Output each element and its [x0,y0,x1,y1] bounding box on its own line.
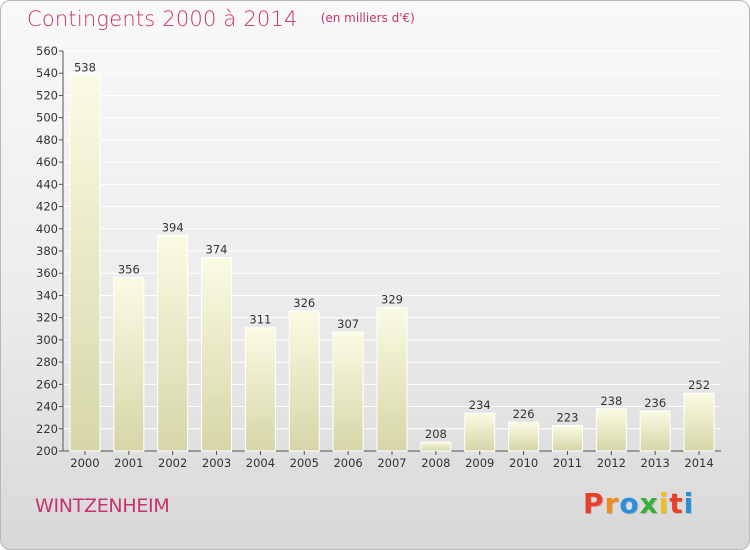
bar-2000 [69,74,101,452]
bar-2003 [201,257,233,452]
bar-2007 [376,307,408,452]
y-tick-label: 300 [36,333,58,347]
data-label-2006: 307 [337,317,359,331]
y-tick-label: 420 [36,200,58,214]
bar-2004 [244,327,276,452]
bar-2014 [683,392,715,452]
data-label-2008: 208 [425,427,447,441]
data-label-2005: 326 [293,296,315,310]
y-tick-label: 360 [36,266,58,280]
x-tick-label-2011: 2011 [553,456,582,470]
logo-letter: t [669,487,684,520]
x-tick-label-2003: 2003 [202,456,231,470]
y-tick-label: 440 [36,177,58,191]
data-label-2002: 394 [162,220,184,234]
x-tick-label-2004: 2004 [246,456,275,470]
x-tick-label-2005: 2005 [290,456,319,470]
data-label-2007: 329 [381,293,403,307]
bar-2011 [551,424,583,452]
x-tick-label-2013: 2013 [641,456,670,470]
x-tick-label-2014: 2014 [684,456,713,470]
data-label-2000: 538 [74,60,96,74]
y-tick-label: 560 [36,44,58,58]
x-tick-label-2001: 2001 [114,456,143,470]
y-tick-label: 220 [36,422,58,436]
commune-name: WINTZENHEIM [35,495,170,517]
data-label-2013: 236 [644,396,666,410]
bar-2001 [113,277,145,452]
x-tick-label-2002: 2002 [158,456,187,470]
bar-2013 [639,410,671,452]
x-tick-label-2010: 2010 [509,456,538,470]
bar-2012 [595,408,627,452]
data-label-2010: 226 [513,407,535,421]
data-label-2001: 356 [118,263,140,277]
x-tick-label-2006: 2006 [333,456,362,470]
y-tick-label: 200 [36,444,58,458]
y-tick-label: 380 [36,244,58,258]
data-label-2014: 252 [688,378,710,392]
logo-letter: x [639,487,659,520]
x-tick-label-2009: 2009 [465,456,494,470]
y-tick-label: 460 [36,155,58,169]
y-tick-label: 540 [36,66,58,80]
logo-letter: r [604,487,620,520]
bar-2009 [464,412,496,452]
x-tick-label-2008: 2008 [421,456,450,470]
bar-2006 [332,331,364,452]
logo-letter: P [583,487,605,520]
data-label-2003: 374 [206,243,228,257]
y-tick-label: 340 [36,288,58,302]
y-tick-label: 500 [36,111,58,125]
bar-2005 [288,310,320,452]
logo-letter: i [658,487,670,520]
y-tick-label: 280 [36,355,58,369]
data-label-2011: 223 [556,410,578,424]
y-tick-label: 320 [36,311,58,325]
bar-2008 [420,441,452,452]
data-label-2009: 234 [469,398,491,412]
logo-letter: i [683,487,695,520]
chart-subtitle: (en milliers d'€) [320,11,415,25]
x-tick-label-2012: 2012 [597,456,626,470]
chart-title: Contingents 2000 à 2014 [27,7,298,31]
y-tick-label: 260 [36,377,58,391]
bar-2010 [508,421,540,452]
title-row: Contingents 2000 à 2014 (en milliers d'€… [27,7,415,31]
bar-2002 [157,234,189,452]
x-tick-label-2000: 2000 [70,456,99,470]
y-tick-label: 520 [36,88,58,102]
y-tick-label: 400 [36,222,58,236]
data-label-2012: 238 [600,394,622,408]
proxiti-logo: Proxiti [583,487,694,520]
x-tick-label-2007: 2007 [377,456,406,470]
y-tick-label: 240 [36,400,58,414]
logo-letter: o [619,487,640,520]
y-tick-label: 480 [36,133,58,147]
data-label-2004: 311 [249,313,271,327]
